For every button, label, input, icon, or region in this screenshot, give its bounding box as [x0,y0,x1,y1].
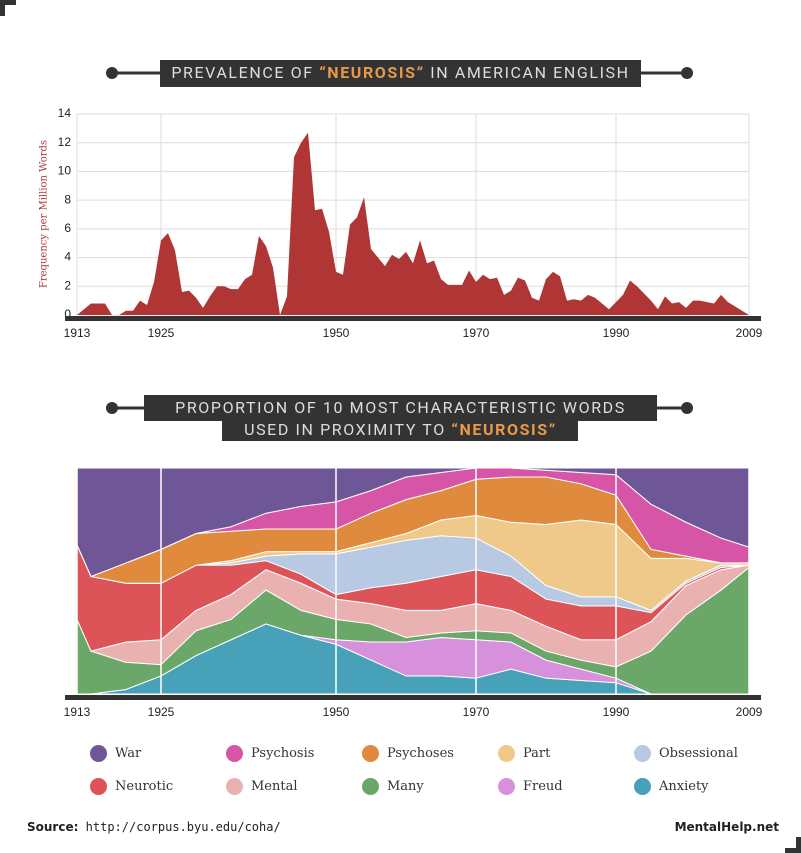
source-url: http://corpus.byu.edu/coha/ [85,820,281,834]
title-part: USED IN PROXIMITY TO [244,420,446,439]
legend-label: Psychoses [387,746,454,761]
y-tick-label: 4 [64,250,71,264]
y-tick-label: 8 [64,192,71,206]
chart-title: PREVALENCE OF “NEUROSIS” IN AMERICAN ENG… [0,62,801,84]
legend-swatch [226,745,243,762]
x-axis-bar [65,316,761,321]
legend-swatch [90,745,107,762]
legend-label: Part [523,746,551,761]
legend-swatch [226,778,243,795]
legend-label: Neurotic [115,779,174,794]
banner [222,419,578,441]
legend-swatch [498,745,515,762]
legend-item: Mental [226,778,298,795]
y-tick-label: 12 [58,135,72,149]
x-tick-label: 2009 [736,705,763,719]
banner-dot [681,402,693,414]
title-part: IN AMERICAN ENGLISH [430,63,630,82]
legend-item: Neurotic [90,778,173,795]
x-tick-label: 1950 [323,326,350,340]
source-label: Source: [27,820,79,834]
legend-swatch [90,778,107,795]
x-axis-bar [65,695,761,700]
x-tick-label: 1913 [64,705,91,719]
x-tick-label: 1970 [463,705,490,719]
legend-label: Obsessional [659,746,738,761]
x-tick-label: 2009 [736,326,763,340]
legend-item: Anxiety [634,778,709,795]
x-tick-label: 1925 [148,705,175,719]
banner [144,395,657,421]
legend-swatch [362,778,379,795]
legend-swatch [634,745,651,762]
corner-mark [0,0,16,16]
source: Source: http://corpus.byu.edu/coha/ [27,820,281,834]
title-part: PREVALENCE OF [171,63,314,82]
legend-label: Many [387,779,424,794]
chart-title: PROPORTION OF 10 MOST CHARACTERISTIC WOR… [0,397,801,441]
legend-label: Anxiety [659,779,709,794]
banner-dot [106,67,118,79]
legend-item: Obsessional [634,745,738,762]
y-tick-label: 2 [64,278,71,292]
y-tick-label: 10 [58,164,72,178]
y-tick-label: 14 [58,106,72,120]
legend-swatch [498,778,515,795]
legend-item: Part [498,745,550,762]
x-tick-label: 1990 [603,326,630,340]
banner-dot [106,402,118,414]
y-axis-label: Frequency per Million Words [39,140,50,288]
title-highlight: “NEUROSIS” [319,63,425,82]
banner [160,60,641,87]
legend-item: Freud [498,778,563,795]
legend-swatch [634,778,651,795]
x-tick-label: 1913 [64,326,91,340]
x-tick-label: 1925 [148,326,175,340]
y-tick-label: 0 [64,307,71,321]
title-highlight: “NEUROSIS” [451,420,557,439]
brand: MentalHelp.net [674,820,779,834]
legend-label: War [115,746,142,761]
y-tick-label: 6 [64,221,71,235]
legend-swatch [362,745,379,762]
corner-mark [785,837,801,853]
legend-label: Mental [251,779,298,794]
area [77,132,749,315]
title-part: PROPORTION OF 10 MOST CHARACTERISTIC WOR… [175,398,626,417]
legend-label: Psychosis [251,746,315,761]
legend-label: Freud [523,779,563,794]
x-tick-label: 1950 [323,705,350,719]
legend-item: Many [362,778,424,795]
x-tick-label: 1970 [463,326,490,340]
legend-item: Psychosis [226,745,314,762]
legend-item: War [90,745,141,762]
legend-item: Psychoses [362,745,454,762]
banner-dot [681,67,693,79]
x-tick-label: 1990 [603,705,630,719]
